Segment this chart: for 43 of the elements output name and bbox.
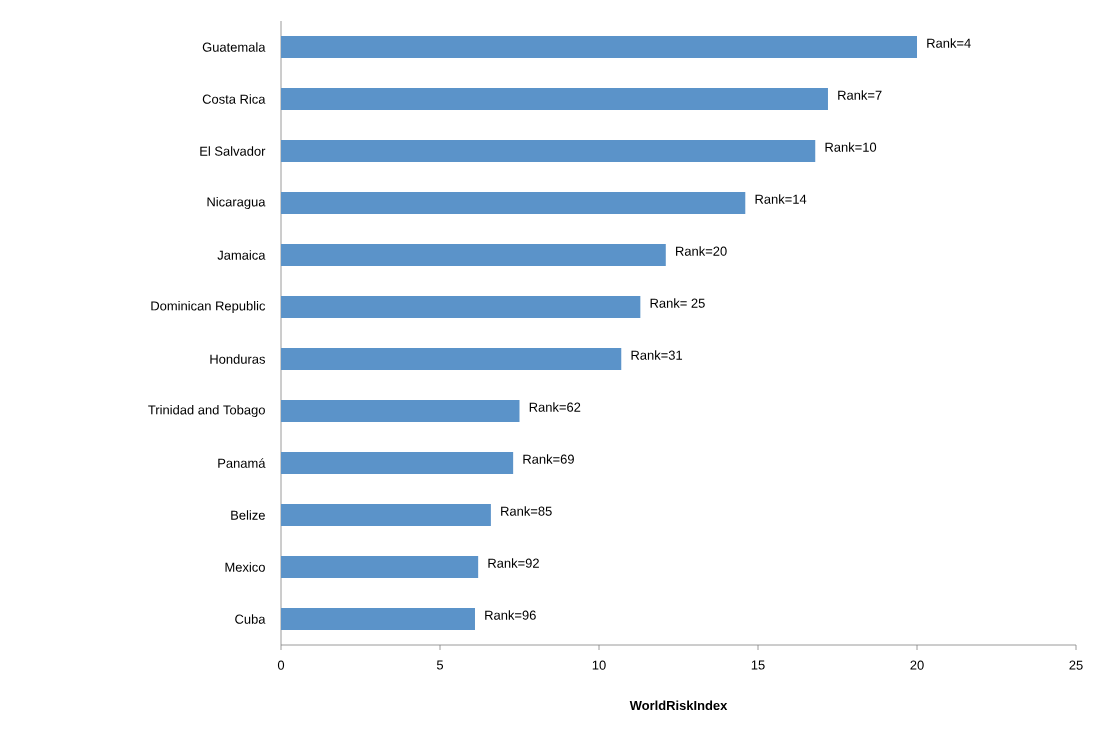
y-tick-label: Belize: [231, 510, 265, 520]
bar: [281, 36, 918, 58]
bar: [281, 192, 746, 214]
bar: [281, 140, 816, 162]
annotation: Rank=7: [838, 90, 882, 100]
x-tick-label: 5: [436, 660, 444, 670]
y-tick-label: Mexico: [225, 562, 265, 572]
annotation: Rank=92: [488, 558, 539, 568]
bar: [281, 88, 828, 110]
y-tick-label: Costa Rica: [202, 94, 266, 104]
y-tick-label: Guatemala: [202, 42, 266, 52]
x-tick-label: 15: [751, 660, 765, 670]
bar: [281, 296, 641, 318]
x-tick-label: 25: [1069, 660, 1083, 670]
annotation: Rank=31: [631, 350, 683, 360]
y-tick-label: Honduras: [210, 354, 266, 364]
annotation: Rank=96: [485, 610, 536, 620]
x-axis-title: WorldRiskIndex: [629, 700, 728, 711]
bar: [281, 244, 666, 266]
annotation: Rank= 25: [650, 298, 705, 308]
annotation: Rank=69: [523, 454, 574, 464]
annotation: Rank=10: [825, 142, 877, 152]
y-tick-label: Nicaragua: [207, 196, 266, 210]
annotation: Rank=85: [501, 506, 552, 516]
bar: [281, 608, 475, 631]
y-tick-label: El Salvador: [200, 146, 266, 156]
y-tick-label: Dominican Republic: [151, 300, 266, 314]
annotation: Rank=62: [529, 402, 581, 412]
x-tick-label: 0: [277, 660, 285, 670]
bar: [281, 504, 491, 527]
bar: [281, 556, 479, 579]
annotation: Rank=4: [927, 38, 971, 48]
y-tick-label: Panamá: [218, 458, 266, 468]
annotation: Rank=20: [676, 246, 727, 256]
x-tick-label: 20: [910, 660, 924, 670]
y-tick-label: Trinidad and Tobago: [148, 404, 265, 418]
bar: [281, 452, 514, 474]
x-tick-label: 10: [592, 660, 606, 670]
bar: [281, 400, 520, 422]
annotation: Rank=14: [755, 194, 807, 204]
y-tick-label: Cuba: [235, 614, 266, 624]
y-tick-label: Jamaica: [217, 250, 266, 260]
bar: [281, 348, 622, 370]
